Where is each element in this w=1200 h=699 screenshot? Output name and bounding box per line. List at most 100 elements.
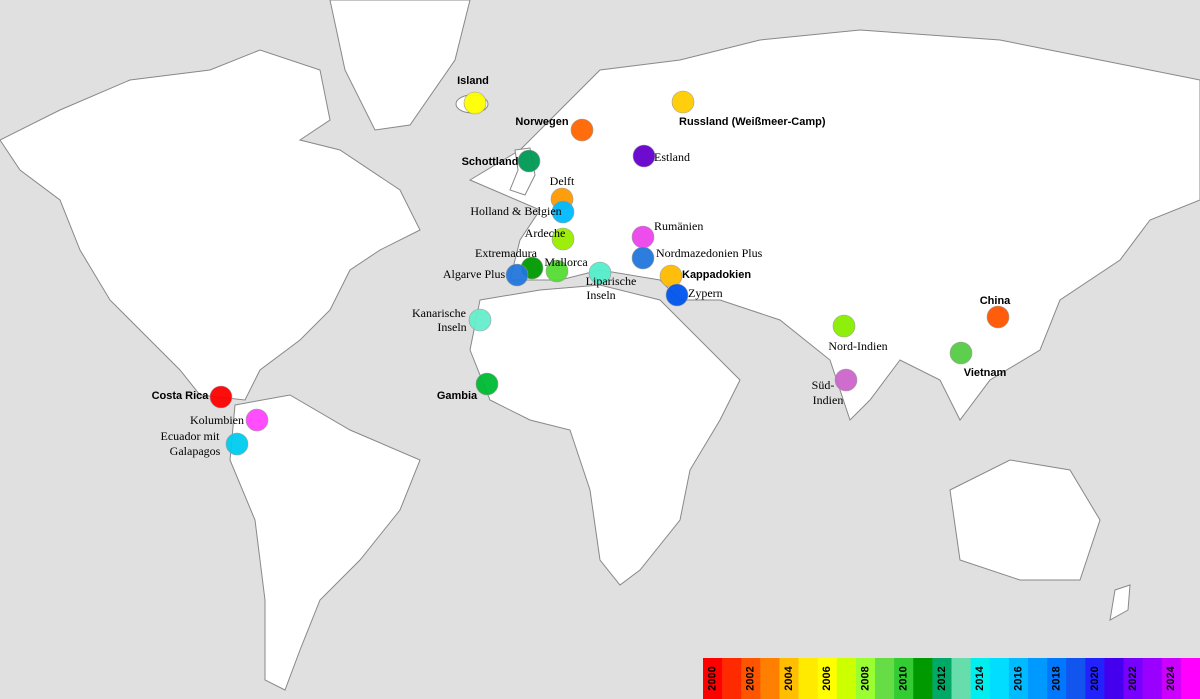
marker-label: Ecuador mit — [161, 429, 221, 443]
legend-swatch — [855, 658, 876, 699]
marker-label: Nord-Indien — [828, 339, 887, 353]
marker — [631, 246, 655, 270]
legend-label: 2000 — [706, 666, 718, 690]
legend-swatch — [1008, 658, 1029, 699]
marker — [463, 91, 487, 115]
marker-label: Kolumbien — [190, 413, 244, 427]
legend-swatch — [1104, 658, 1124, 699]
marker — [551, 227, 575, 251]
marker-label: Algarve Plus — [443, 267, 506, 281]
destination: Costa Rica — [152, 385, 233, 409]
destination: Nordmazedonien Plus — [631, 246, 763, 270]
legend-swatch — [817, 658, 838, 699]
marker-label: Indien — [813, 393, 844, 407]
marker-label: Estland — [654, 150, 690, 164]
legend-swatch — [760, 658, 780, 699]
marker — [475, 372, 499, 396]
marker-label: Inseln — [437, 320, 466, 334]
marker-label: Kappadokien — [682, 269, 751, 281]
marker — [570, 118, 594, 142]
legend-label: 2008 — [859, 666, 871, 690]
destination: China — [980, 295, 1011, 329]
legend-label: 2018 — [1051, 666, 1063, 690]
marker — [659, 264, 683, 288]
marker — [665, 283, 689, 307]
destination: Ardeche — [525, 226, 575, 251]
marker-label: Extremadura — [475, 246, 538, 260]
destination: Kolumbien — [190, 408, 269, 432]
marker — [986, 305, 1010, 329]
marker-label: Norwegen — [515, 116, 568, 128]
marker-label: Galapagos — [170, 444, 221, 458]
legend-swatch — [1085, 658, 1105, 699]
legend-swatch — [722, 658, 742, 699]
destination: Süd-Indien — [812, 368, 858, 407]
legend-swatch — [1161, 658, 1182, 699]
legend-label: 2016 — [1012, 666, 1024, 690]
marker — [225, 432, 249, 456]
legend-label: 2014 — [974, 665, 986, 690]
marker-label: Costa Rica — [152, 390, 210, 402]
marker — [245, 408, 269, 432]
destination: Estland — [632, 144, 690, 168]
legend-label: 2022 — [1127, 666, 1139, 690]
destination: Russland (Weißmeer-Camp) — [671, 90, 826, 128]
legend-swatch — [798, 658, 818, 699]
marker-label: Mallorca — [544, 255, 588, 269]
marker — [631, 225, 655, 249]
legend-swatch — [894, 658, 914, 699]
marker — [671, 90, 695, 114]
legend-label: 2012 — [936, 666, 948, 690]
marker — [949, 341, 973, 365]
marker — [209, 385, 233, 409]
destination: Gambia — [437, 372, 499, 402]
legend-label: 2006 — [821, 666, 833, 690]
marker-label: China — [980, 295, 1011, 307]
marker-label: Schottland — [462, 156, 519, 168]
marker — [588, 261, 612, 285]
legend-label: 2020 — [1089, 666, 1101, 690]
legend-swatch — [741, 658, 761, 699]
legend-swatch — [1123, 658, 1143, 699]
marker-label: Russland (Weißmeer-Camp) — [679, 116, 826, 128]
legend-swatch — [932, 658, 952, 699]
legend-swatch — [703, 658, 723, 699]
legend-label: 2010 — [898, 666, 910, 690]
legend-label: 2004 — [783, 665, 795, 690]
marker-label: Holland & Belgien — [470, 204, 561, 218]
destination: Island — [457, 75, 489, 115]
legend-swatch — [1180, 658, 1200, 699]
legend-swatch — [951, 658, 971, 699]
marker-label: Ardeche — [525, 226, 566, 240]
destination: Holland & Belgien — [470, 200, 575, 224]
legend-swatch — [779, 658, 799, 699]
marker-label: Zypern — [688, 286, 723, 300]
marker — [517, 149, 541, 173]
legend-swatch — [836, 658, 857, 699]
marker — [834, 368, 858, 392]
destination: Algarve Plus — [443, 263, 529, 287]
destination: Mallorca — [544, 255, 588, 283]
destination: Zypern — [665, 283, 723, 307]
destination: Schottland — [462, 149, 541, 173]
marker-label: Süd- — [812, 378, 835, 392]
marker — [505, 263, 529, 287]
marker-label: Rumänien — [654, 219, 703, 233]
marker — [832, 314, 856, 338]
marker-label: Liparische — [586, 274, 637, 288]
marker — [551, 200, 575, 224]
marker — [545, 259, 569, 283]
legend-label: 2002 — [745, 666, 757, 690]
legend-swatch — [1027, 658, 1048, 699]
legend-swatch — [989, 658, 1010, 699]
destination: Kappadokien — [659, 264, 751, 288]
legend-swatch — [1066, 658, 1086, 699]
marker-label: Island — [457, 75, 489, 87]
legend: 2000 2002 2004 2006 2008 2010 2012 2014 2016 2018… — [703, 658, 1200, 699]
legend-swatch — [1142, 658, 1163, 699]
marker — [632, 144, 656, 168]
